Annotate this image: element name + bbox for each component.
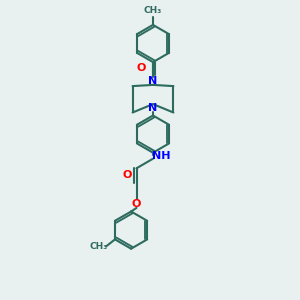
Text: N: N [148, 76, 158, 86]
Text: CH₃: CH₃ [90, 242, 108, 251]
Text: N: N [148, 103, 158, 113]
Text: O: O [123, 170, 132, 181]
Text: CH₃: CH₃ [144, 6, 162, 15]
Text: NH: NH [152, 151, 171, 161]
Text: O: O [132, 199, 141, 209]
Text: O: O [136, 63, 146, 74]
